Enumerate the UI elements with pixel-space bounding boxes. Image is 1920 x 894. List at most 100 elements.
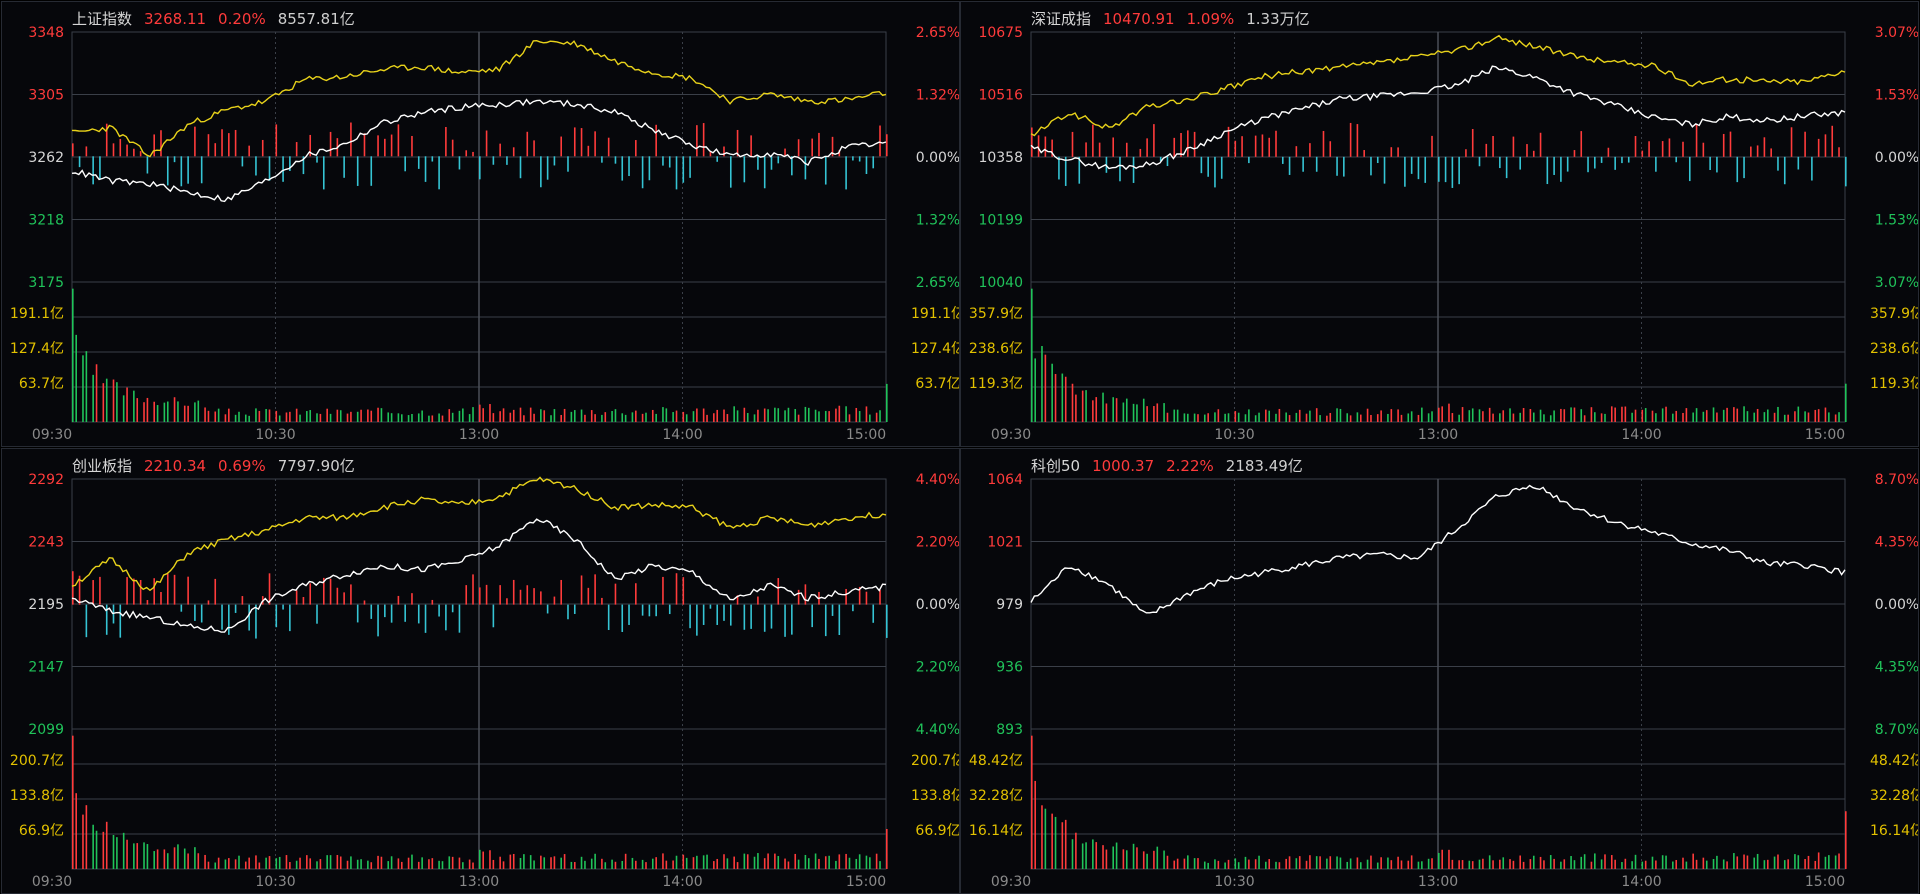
volume-bar (326, 855, 328, 869)
volume-bar (1034, 780, 1036, 869)
flow-bar (234, 129, 237, 157)
intraday-chart[interactable]: 1064 1021 979 936 893 8.70% 4.35% 0.00% 4.35% 8.7… (961, 449, 1919, 894)
volume-bar (1031, 288, 1033, 422)
flow-bar (1566, 156, 1569, 172)
volume-bar (1410, 411, 1413, 422)
volume-bar (448, 409, 451, 422)
volume-bar (604, 862, 607, 869)
volume-bar (1553, 410, 1555, 422)
flow-bar (194, 126, 196, 157)
volume-bar (713, 413, 715, 422)
volume-bar (1136, 847, 1138, 869)
volume-bar (197, 853, 200, 869)
yellow-price-line (71, 39, 887, 158)
volume-bar (645, 412, 647, 422)
flow-bar (1777, 156, 1779, 171)
flow-bar (1526, 144, 1528, 157)
volume-bar (204, 854, 206, 869)
volume-bar (92, 374, 94, 422)
volume-bar (1471, 408, 1474, 422)
volume-bar (763, 408, 766, 422)
pct-tick-label: 0.00% (1875, 150, 1919, 166)
volume-bar (1346, 861, 1349, 869)
volume-bar (611, 411, 613, 422)
volume-bar (1417, 414, 1420, 422)
intraday-chart[interactable]: 2292 2243 2195 2147 2099 4.40% 2.20% 0.00% 2.20%… (2, 449, 960, 894)
flow-bar (1254, 135, 1257, 157)
volume-bar (1356, 412, 1359, 422)
volume-bar (346, 413, 349, 422)
volume-bar (1746, 411, 1749, 422)
flow-bar (1709, 156, 1711, 171)
index-panel[interactable]: 科创50 1000.37 2.22% 2183.49亿 1064 1021 979 936 89… (960, 448, 1919, 894)
volume-tick-label: 48.42亿 (969, 753, 1023, 769)
volume-bar (1817, 409, 1820, 422)
volume-bar (377, 855, 379, 869)
volume-bar (153, 401, 155, 422)
volume-bar (1583, 415, 1586, 422)
volume-bar (763, 858, 766, 869)
time-tick-label: 14:00 (1621, 874, 1661, 890)
volume-bar (875, 853, 878, 869)
volume-bar (238, 855, 240, 869)
volume-bar (865, 855, 868, 869)
price-tick-label: 3348 (28, 25, 64, 41)
volume-bar (1203, 414, 1206, 422)
volume-bar (116, 837, 118, 869)
index-title: 深证成指 (1031, 10, 1092, 28)
flow-bar (377, 604, 379, 637)
volume-bar (655, 857, 657, 869)
flow-bar (607, 137, 610, 157)
flow-bar (1166, 156, 1169, 167)
volume-bar (1400, 860, 1403, 869)
volume-bar (146, 397, 149, 422)
intraday-chart[interactable]: 10675 10516 10358 10199 10040 3.07% 1.53% 0.00%… (961, 2, 1919, 447)
volume-bar (590, 410, 593, 422)
flow-bar (1159, 156, 1162, 162)
flow-bar (1763, 137, 1766, 157)
volume-bar (594, 853, 596, 869)
index-turnover: 1.33万亿 (1246, 10, 1310, 28)
flow-bar (1716, 156, 1718, 173)
volume-bar (1125, 398, 1128, 422)
volume-bar (1621, 406, 1623, 422)
index-panel[interactable]: 创业板指 2210.34 0.69% 7797.90亿 2292 2243 2195 2147… (1, 448, 960, 894)
volume-bar (665, 860, 668, 869)
volume-bar (1064, 376, 1067, 422)
price-tick-label: 2147 (28, 660, 64, 676)
flow-bar (99, 576, 101, 605)
volume-bar (105, 378, 108, 422)
price-tick-label: 1064 (987, 472, 1023, 488)
flow-bar (621, 156, 624, 181)
volume-bar (397, 413, 400, 422)
volume-bar (601, 414, 603, 422)
volume-bar (692, 857, 695, 869)
volume-bar (1685, 408, 1688, 422)
flow-bar (1648, 141, 1650, 157)
intraday-chart[interactable]: 3348 3305 3262 3218 3175 2.65% 1.32% 0.00% 1.32%… (2, 2, 960, 447)
volume-bar (563, 408, 566, 422)
volume-bar (499, 411, 501, 422)
volume-bar (390, 413, 393, 422)
volume-bar (1580, 409, 1583, 422)
volume-bar (1329, 856, 1332, 869)
volume-bar (1756, 408, 1759, 422)
volume-bar (651, 858, 654, 869)
index-panel[interactable]: 深证成指 10470.91 1.09% 1.33万亿 10675 10516 10358 10… (960, 1, 1919, 447)
flow-bar (641, 604, 644, 616)
flow-bar (1627, 156, 1630, 163)
volume-bar (1641, 409, 1644, 422)
volume-bar (1695, 408, 1698, 422)
volume-bar (855, 858, 858, 869)
volume-bar (1166, 855, 1169, 869)
flow-bar (133, 578, 135, 605)
volume-bar (1234, 411, 1237, 422)
volume-bar (1468, 860, 1471, 869)
index-panel[interactable]: 上证指数 3268.11 0.20% 8557.81亿 3348 3305 3262 3218… (1, 1, 960, 447)
volume-bar (1125, 850, 1128, 869)
flow-bar (1600, 156, 1603, 163)
volume-bar (1156, 846, 1159, 869)
flow-bar (1187, 130, 1189, 157)
volume-bar (1258, 412, 1260, 422)
volume-bar (75, 334, 77, 422)
